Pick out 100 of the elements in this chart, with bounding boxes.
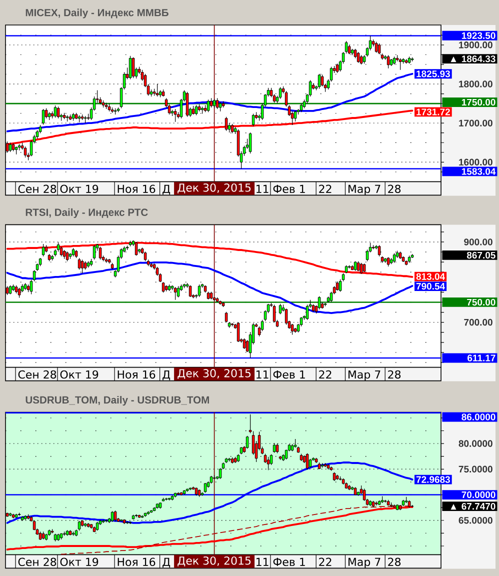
candlestick [284,308,288,326]
y-tick-label: 75.0000 [458,466,492,473]
data-label: 1731.72 [416,108,450,116]
candlestick [386,256,390,267]
candlestick [294,110,297,122]
text: ▲ 1864.33 [450,55,496,62]
text: 867.05 [466,252,496,259]
candlestick [224,116,228,132]
candlestick [42,244,45,257]
candlestick [360,54,363,65]
candlestick [356,260,360,272]
x-tick-label: Фев 1 [273,558,305,566]
x-tick-label: Окт 19 [60,370,98,379]
candlestick [306,304,309,320]
candlestick [354,48,357,59]
x-tick-label: 22 [319,370,332,378]
candlestick [60,246,63,257]
x-tick-label: 28 [388,184,401,194]
candlestick [156,84,159,97]
ref-line-label: 1923.50 [462,32,496,39]
candlestick [386,54,390,69]
chart-title: USDRUB_TOM, Daily - USDRUB_TOM [26,396,209,406]
y-tick-label: 65.0000 [458,517,492,524]
candlestick [212,98,216,109]
x-tick-label: Мар 7 [348,558,380,568]
candlestick [186,92,189,118]
candlestick [24,146,27,158]
candlestick [230,124,234,134]
candlestick [336,281,339,291]
ref-line-label: 1583.04 [462,168,496,175]
candlestick [176,286,180,298]
y-tick-label: 1600.00 [459,158,492,166]
x-tick-label: Фев 1 [273,370,305,379]
candlestick [98,246,102,260]
candlestick [216,98,219,110]
x-tick-label: Д [162,184,170,195]
y-tick-label: 1700.00 [459,120,492,126]
candlestick [78,520,81,531]
candlestick [8,142,12,152]
candlestick [174,108,177,122]
candlestick [92,244,96,260]
candlestick [174,286,177,300]
x-tick-label: 11 [256,370,268,378]
candlestick [266,456,270,470]
x-tick-label: 11 [256,558,268,566]
y-tick-label: 700.00 [464,318,492,326]
x-tick-label: 22 [319,184,332,193]
x-tick-label: Ноя 16 [118,370,156,379]
candlestick [198,284,201,298]
candlestick [218,102,222,112]
candlestick [144,251,147,262]
candlestick [80,259,84,274]
candlestick [278,304,282,315]
candlestick [110,510,114,522]
candlestick [392,252,396,264]
candlestick [248,132,252,154]
y-tick-label: 1900.00 [459,42,492,48]
x-tick-label: Ноя 16 [118,558,156,566]
candlestick [356,52,360,64]
candlestick [306,452,309,470]
x-tick-label: Окт 19 [60,558,98,566]
data-label: 813.04 [416,273,446,280]
data-label: 72.9683 [416,476,450,483]
candlestick [194,104,198,116]
x-tick-label: Сен 28 [18,558,56,566]
candlestick [132,57,135,78]
y-tick-label: 1800.00 [459,80,492,88]
chart-title: MICEX, Daily - Индекс ММВБ [26,8,168,18]
candlestick [362,488,366,502]
candlestick [42,108,45,125]
y-tick-label: 900.00 [464,238,492,246]
candlestick [206,99,210,112]
data-label: 790.54 [416,282,446,290]
candlestick [114,510,117,522]
x-tick-label: Ноя 16 [118,184,156,194]
text: ▲ 67.7470 [450,502,496,510]
x-tick-label: Фев 1 [273,184,305,194]
ref-line-label: 750.00 [467,298,496,306]
candlestick [252,113,255,127]
candlestick [162,282,165,293]
data-label: 1825.93 [416,70,450,78]
x-tick-label: Сен 28 [18,370,56,379]
ref-line-label: 611.17 [468,354,496,362]
x-tick-label: Сен 28 [18,184,56,194]
x-tick-label: Мар 7 [348,370,380,381]
ref-line-label: 1750.00 [462,98,496,106]
candlestick [54,105,57,118]
candlestick [278,86,282,100]
candlestick [398,58,402,70]
x-tick-label: 28 [388,370,401,379]
y-tick-label: 80.0000 [458,440,492,447]
ref-line-label: 70.0000 [462,491,496,498]
candlestick [66,251,69,262]
x-tick-label: Дек 30, 2015 [178,556,251,566]
x-tick-label: Дек 30, 2015 [178,369,251,379]
chart-title: RTSI, Daily - Индекс РТС [26,208,148,218]
x-tick-label: Мар 7 [348,184,380,196]
x-tick-label: Дек 30, 2015 [178,183,251,194]
candlestick [290,324,294,336]
candlestick [128,56,132,80]
